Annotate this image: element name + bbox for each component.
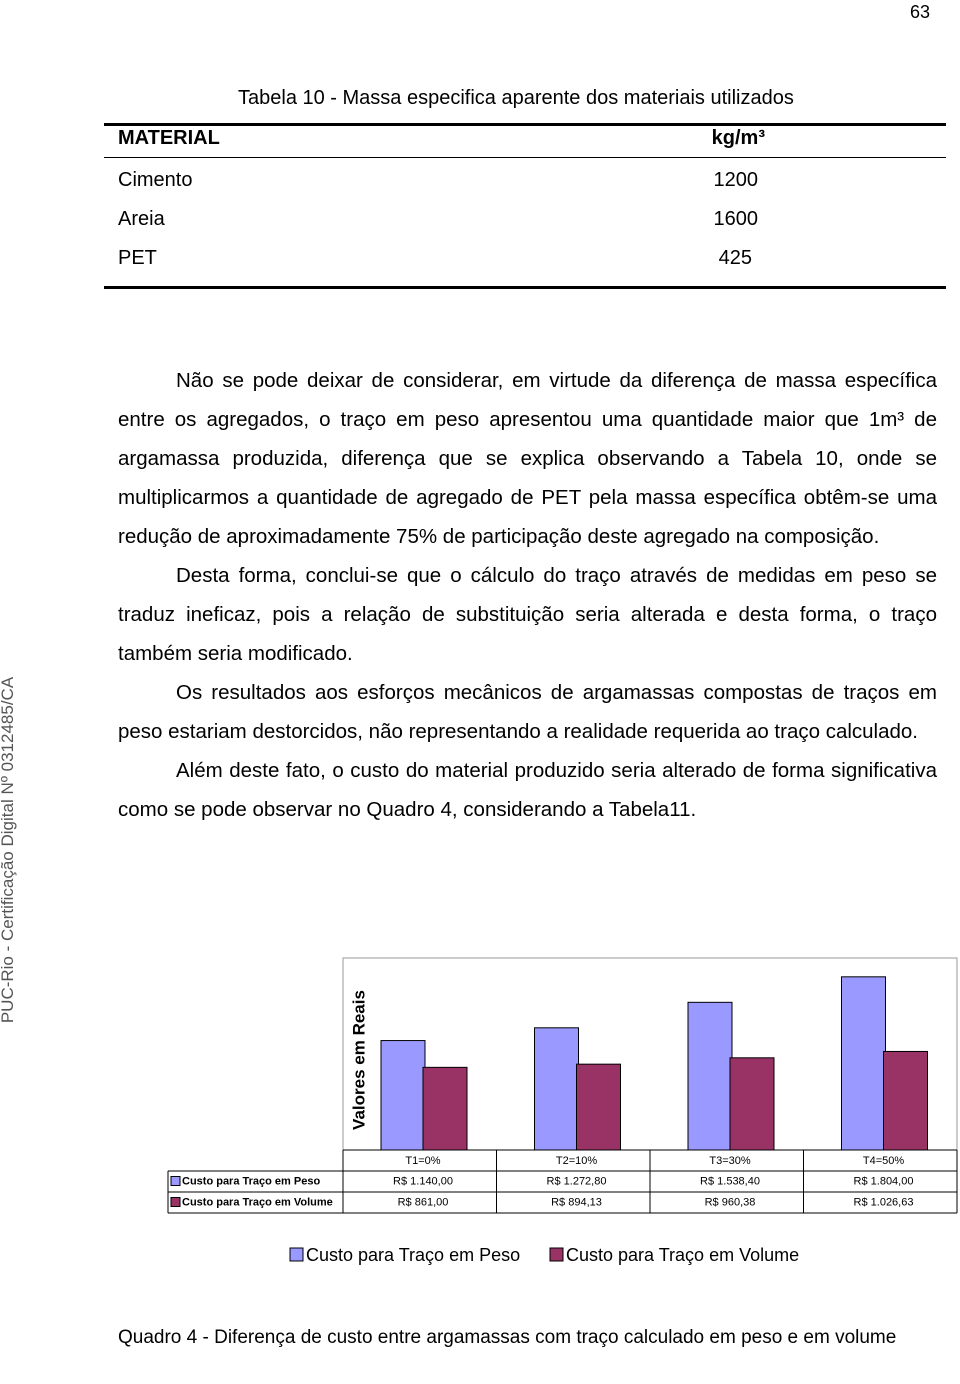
legend-swatch bbox=[549, 1247, 564, 1262]
x-tick-label: T1=0% bbox=[405, 1155, 440, 1167]
value-label: R$ 1.538,40 bbox=[700, 1175, 760, 1187]
value-label: R$ 1.140,00 bbox=[393, 1175, 453, 1187]
bar bbox=[841, 976, 886, 1151]
paragraph: Os resultados aos esforços mecânicos de … bbox=[118, 681, 937, 743]
bar bbox=[729, 1057, 775, 1151]
cell: Areia bbox=[118, 208, 165, 230]
rule bbox=[104, 157, 946, 158]
bar bbox=[883, 1050, 928, 1151]
header-cell: kg/m³ bbox=[711, 127, 765, 149]
value-label: R$ 1.272,80 bbox=[547, 1175, 607, 1187]
value-label: R$ 960,38 bbox=[705, 1196, 756, 1208]
cell: 425 bbox=[718, 247, 752, 269]
page-number: 63 bbox=[910, 2, 931, 22]
row-label: Custo para Traço em Volume bbox=[182, 1196, 333, 1208]
legend-swatch bbox=[170, 1176, 181, 1186]
legend-swatch bbox=[289, 1247, 304, 1262]
value-label: R$ 1.026,63 bbox=[854, 1196, 914, 1208]
cell: PET bbox=[118, 247, 157, 269]
bar bbox=[687, 1001, 733, 1151]
legend-label: Custo para Traço em Peso bbox=[306, 1245, 520, 1265]
paragraph: Desta forma, conclui-se que o cálculo do… bbox=[118, 564, 937, 665]
legend-swatch bbox=[170, 1197, 181, 1207]
x-tick-label: T2=10% bbox=[556, 1155, 597, 1167]
rule bbox=[104, 286, 946, 289]
header-cell: MATERIAL bbox=[118, 127, 220, 149]
legend-label: Custo para Traço em Volume bbox=[566, 1245, 799, 1265]
body-text: Não se pode deixar de considerar, em vir… bbox=[118, 361, 937, 829]
bar bbox=[380, 1040, 426, 1151]
cell: Cimento bbox=[118, 169, 193, 191]
value-label: R$ 861,00 bbox=[398, 1196, 449, 1208]
chart: Valores em Reais T1=0% T2=10% T3=30% T4=50%… bbox=[167, 957, 958, 1265]
table-title: Tabela 10 - Massa especifica aparente do… bbox=[238, 87, 794, 109]
bar bbox=[422, 1066, 468, 1151]
paragraph: Além deste fato, o custo do material pro… bbox=[118, 759, 937, 821]
x-tick-label: T4=50% bbox=[863, 1155, 904, 1167]
x-tick-label: T3=30% bbox=[709, 1155, 750, 1167]
y-axis-label: Valores em Reais bbox=[349, 990, 368, 1130]
bar bbox=[534, 1027, 579, 1151]
value-label: R$ 1.804,00 bbox=[854, 1175, 914, 1187]
rule bbox=[104, 123, 946, 126]
cell: 1600 bbox=[713, 208, 759, 230]
row-label: Custo para Traço em Peso bbox=[182, 1175, 320, 1187]
paragraph: Não se pode deixar de considerar, em vir… bbox=[118, 369, 937, 548]
caption: Quadro 4 - Diferença de custo entre arga… bbox=[118, 1327, 897, 1348]
cell: 1200 bbox=[713, 169, 759, 191]
value-label: R$ 894,13 bbox=[551, 1196, 602, 1208]
bar bbox=[576, 1063, 621, 1151]
